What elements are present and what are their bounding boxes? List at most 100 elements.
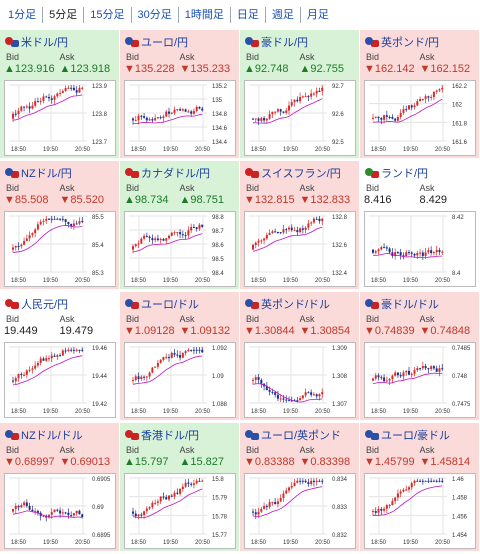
tab-3[interactable]: 30分足 [130,7,178,23]
candle [134,244,137,247]
candle [321,480,324,482]
currency-card[interactable]: ランド/円 Bid Ask 8.416 8.429 8.42 8.4 18:50 19… [360,161,480,292]
mini-chart[interactable]: 92.7 92.6 92.5 18:50 19:50 20:50 [244,80,356,156]
currency-card[interactable]: 米ドル/円 Bid Ask ▲123.916 ▲123.918 123.9 123… [0,30,120,161]
currency-card[interactable]: ユーロ/英ポンド Bid Ask ▼0.83388 ▼0.83398 0.834… [240,423,360,554]
pair-name[interactable]: ユーロ/ドル [141,299,200,311]
candle [190,483,193,485]
pair-name[interactable]: 豪ドル/円 [261,37,309,49]
pair-name[interactable]: NZドル/ドル [21,430,83,442]
candle [290,485,293,488]
pair-name[interactable]: NZドル/円 [21,168,72,180]
bid-label: Bid [126,314,140,324]
candle [17,110,20,115]
currency-card[interactable]: 人民元/円 Bid Ask 19.449 19.479 19.46 19.44 19… [0,292,120,423]
moving-average-line [12,94,83,121]
mini-chart[interactable]: 1.092 1.09 1.088 18:50 19:50 20:50 [124,342,236,418]
pair-name[interactable]: ランド/円 [381,168,429,180]
candle [36,510,39,513]
pair-name[interactable]: 香港ドル/円 [141,430,200,442]
mini-chart[interactable]: 0.834 0.833 0.832 18:50 19:50 20:50 [244,473,356,549]
currency-card[interactable]: ユーロ/円 Bid Ask ▼135.228 ▼135.233 135.2 135… [120,30,240,161]
pair-name[interactable]: 英ポンド/円 [381,37,440,49]
candle [195,106,198,111]
pair-name[interactable]: 英ポンド/ドル [261,299,331,311]
mini-chart[interactable]: 0.7485 0.748 0.7475 18:50 19:50 20:50 [364,342,476,418]
candle [14,378,17,382]
currency-card[interactable]: 豪ドル/円 Bid Ask ▲92.748 ▲92.755 92.7 92.6 92… [240,30,360,161]
mini-chart[interactable]: 8.42 8.4 18:50 19:50 20:50 [364,211,476,287]
pair-name[interactable]: 豪ドル/ドル [381,299,440,311]
candle [184,109,187,112]
pair-name[interactable]: ユーロ/英ポンド [261,430,342,442]
candle [318,480,321,482]
currency-card[interactable]: NZドル/円 Bid Ask ▼85.508 ▼85.520 85.5 85.4 8… [0,161,120,292]
x-tick-label: 19:50 [43,278,59,284]
currency-card[interactable]: NZドル/ドル Bid Ask ▼0.68997 ▼0.69013 0.6905… [0,423,120,554]
moving-average-line [12,355,83,386]
currency-card[interactable]: カナダドル/円 Bid Ask ▲98.734 ▲98.751 98.8 98.7… [120,161,240,292]
currency-card[interactable]: 豪ドル/ドル Bid Ask ▼0.74839 ▼0.74848 0.7485 0… [360,292,480,423]
mini-chart[interactable]: 135.2 135 134.8 134.6 134.4 18:50 19:50 20:50 [124,80,236,156]
mini-chart[interactable]: 0.6905 0.69 0.6895 18:50 19:50 20:50 [4,473,116,549]
tab-0[interactable]: 1分足 [8,9,37,21]
tab-2[interactable]: 15分足 [83,7,130,23]
x-tick-label: 20:50 [435,278,451,284]
candle [410,252,413,254]
currency-card[interactable]: ユーロ/豪ドル Bid Ask ▼1.45799 ▼1.45814 1.46 1.… [360,423,480,554]
candle [179,232,182,235]
tab-1[interactable]: 5分足 [42,7,83,23]
pair-name[interactable]: スイスフラン/円 [261,168,341,180]
tab-6[interactable]: 週足 [264,7,300,23]
x-tick-label: 20:50 [75,540,91,546]
mini-chart[interactable]: 19.46 19.44 19.42 18:50 19:50 20:50 [4,342,116,418]
y-tick-label: 1.088 [212,402,228,408]
moving-average-line [12,510,83,518]
candle [274,502,277,505]
candle [265,386,268,391]
pair-name[interactable]: カナダドル/円 [141,168,211,180]
currency-card[interactable]: 香港ドル/円 Bid Ask ▲15.797 ▲15.827 15.8 15.79… [120,423,240,554]
x-tick-label: 20:50 [315,147,331,153]
candle [301,480,304,482]
mini-chart[interactable]: 85.5 85.4 85.3 18:50 19:50 20:50 [4,211,116,287]
tab-4[interactable]: 1時間足 [177,7,230,23]
currency-card[interactable]: スイスフラン/円 Bid Ask ▼132.815 ▼132.833 132.8… [240,161,360,292]
candlestick-chart: 162.2 162 161.8 161.6 18:50 19:50 20:50 [369,84,468,153]
pair-name[interactable]: ユーロ/円 [141,37,189,49]
currency-card[interactable]: 英ポンド/ドル Bid Ask ▼1.30844 ▼1.30854 1.309 1… [240,292,360,423]
candle [48,514,50,518]
pair-name[interactable]: ユーロ/豪ドル [381,430,451,442]
currency-card[interactable]: 英ポンド/円 Bid Ask ▼162.142 ▼162.152 162.2 16… [360,30,480,161]
candle [53,355,56,357]
bid-value: 8.416 [364,194,392,206]
tab-5[interactable]: 日足 [229,7,265,23]
tab-7[interactable]: 月足 [299,7,335,23]
candle [28,369,31,371]
candle [156,362,159,367]
candle [299,398,302,401]
candle [318,218,321,222]
mini-chart[interactable]: 1.46 1.458 1.456 1.454 18:50 19:50 20:50 [364,473,476,549]
currency-card[interactable]: ユーロ/ドル Bid Ask ▼1.09128 ▼1.09132 1.092 1.… [120,292,240,423]
mini-chart[interactable]: 132.8 132.6 132.4 18:50 19:50 20:50 [244,211,356,287]
y-tick-label: 98.8 [212,215,224,221]
x-tick-label: 19:50 [283,540,299,546]
pair-name[interactable]: 人民元/円 [21,299,69,311]
bid-value: ▼1.09128 [124,325,175,337]
candle [23,241,26,245]
mini-chart[interactable]: 162.2 162 161.8 161.6 18:50 19:50 20:50 [364,80,476,156]
candle [271,391,274,393]
x-tick-label: 19:50 [283,278,299,284]
candle [67,221,70,225]
mini-chart[interactable]: 15.8 15.79 15.78 15.77 18:50 19:50 20:50 [124,473,236,549]
candle [299,480,302,482]
candle [36,362,39,366]
mini-chart[interactable]: 123.9 123.8 123.7 18:50 19:50 20:50 [4,80,116,156]
candle [279,109,282,112]
bid-value: ▼132.815 [244,194,295,206]
pair-name[interactable]: 米ドル/円 [21,37,69,49]
candle [14,506,17,509]
mini-chart[interactable]: 1.309 1.308 1.307 18:50 19:50 20:50 [244,342,356,418]
mini-chart[interactable]: 98.8 98.7 98.6 98.5 98.4 18:50 19:50 20:50 [124,211,236,287]
